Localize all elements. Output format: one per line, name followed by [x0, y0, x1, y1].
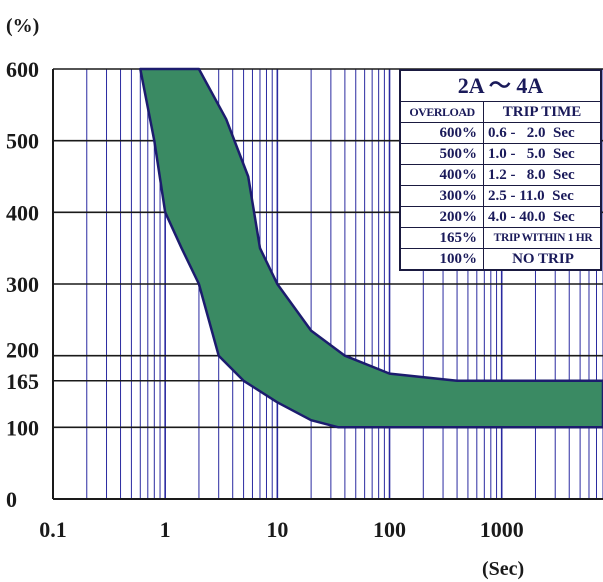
y-tick-label: 300 — [6, 272, 39, 297]
x-tick-label: 1000 — [480, 517, 524, 542]
y-axis-unit-label: (%) — [6, 15, 39, 37]
x-axis-unit-label: (Sec) — [482, 558, 524, 580]
legend-overload-cell: 600% — [399, 122, 484, 144]
y-tick-label: 400 — [6, 200, 39, 225]
y-tick-label: 165 — [6, 369, 39, 394]
y-tick-labels: 0 100 165 200 300 400 500 600 — [6, 57, 39, 512]
legend-overload-cell: 400% — [399, 164, 484, 186]
legend-row: 600% 0.6 - 2.0 Sec — [399, 122, 602, 144]
x-tick-label: 100 — [373, 517, 406, 542]
trip-band-area — [139, 67, 603, 429]
legend-trip-time-cell: 4.0 - 40.0 Sec — [483, 206, 602, 228]
x-tick-label: 0.1 — [39, 517, 67, 542]
legend-row: 100% NO TRIP — [399, 248, 602, 271]
y-tick-label: 0 — [6, 487, 17, 512]
x-tick-label: 10 — [266, 517, 288, 542]
legend-trip-time-cell: TRIP WITHIN 1 HR — [483, 227, 602, 249]
legend-trip-time-cell: NO TRIP — [483, 248, 602, 271]
y-tick-label: 100 — [6, 415, 39, 440]
legend-trip-time-cell: 1.0 - 5.0 Sec — [483, 143, 602, 165]
legend-row: 500% 1.0 - 5.0 Sec — [399, 143, 602, 165]
legend-header-trip-time: TRIP TIME — [483, 101, 602, 123]
legend-row: 200% 4.0 - 40.0 Sec — [399, 206, 602, 228]
legend-trip-time-cell: 1.2 - 8.0 Sec — [483, 164, 602, 186]
legend-trip-time-cell: 2.5 - 11.0 Sec — [483, 185, 602, 207]
legend-overload-cell: 300% — [399, 185, 484, 207]
legend-overload-cell: 500% — [399, 143, 484, 165]
trip-time-legend-table: 2A ～ 4A OVERLOAD TRIP TIME 600% 0.6 - 2.… — [399, 69, 602, 271]
legend-header-row: OVERLOAD TRIP TIME — [399, 101, 602, 123]
legend-row: 300% 2.5 - 11.0 Sec — [399, 185, 602, 207]
x-tick-label: 1 — [160, 517, 171, 542]
legend-row: 400% 1.2 - 8.0 Sec — [399, 164, 602, 186]
legend-trip-time-cell: 0.6 - 2.0 Sec — [483, 122, 602, 144]
legend-title-row: 2A ～ 4A — [399, 69, 602, 102]
y-tick-label: 600 — [6, 57, 39, 82]
y-tick-label: 200 — [6, 338, 39, 363]
legend-header-overload: OVERLOAD — [399, 101, 484, 123]
legend-title: 2A ～ 4A — [399, 69, 602, 102]
legend-overload-cell: 200% — [399, 206, 484, 228]
legend-overload-cell: 100% — [399, 248, 484, 271]
y-tick-label: 500 — [6, 129, 39, 154]
legend-overload-cell: 165% — [399, 227, 484, 249]
legend-row: 165% TRIP WITHIN 1 HR — [399, 227, 602, 249]
x-tick-labels: 0.1 1 10 100 1000 — [39, 517, 523, 542]
